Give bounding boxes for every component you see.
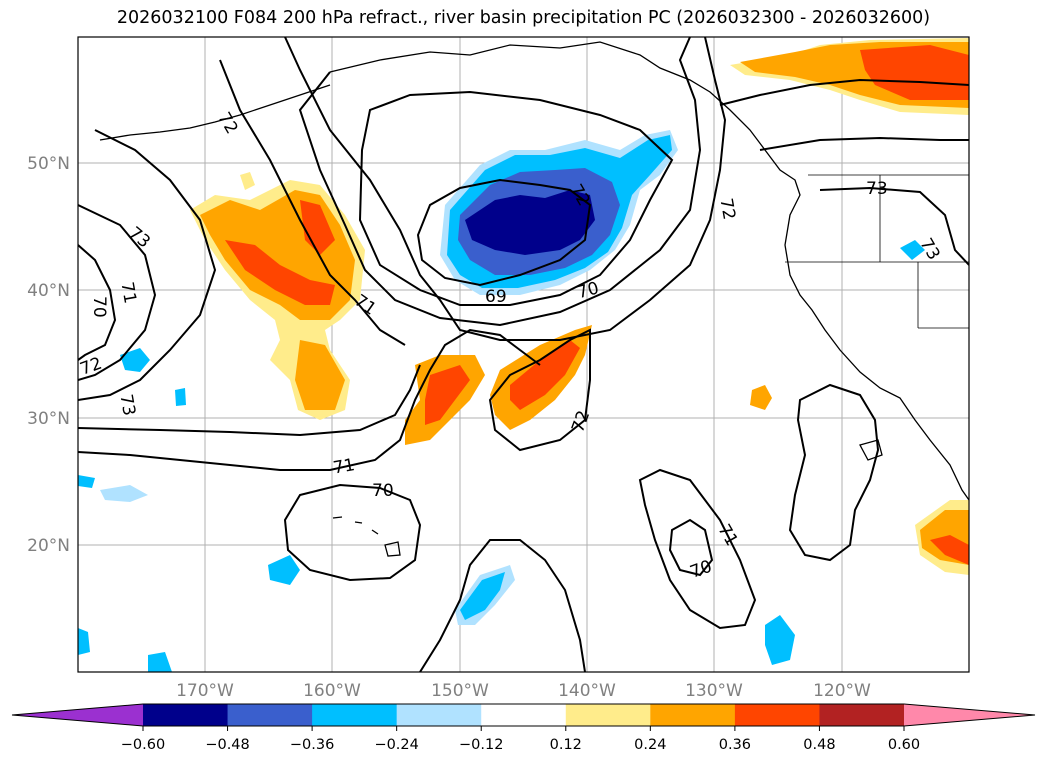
colorbar-tick-label: 0.60 xyxy=(888,737,920,753)
lon-label: 150°W xyxy=(431,681,489,701)
colorbar-segment xyxy=(396,704,482,726)
contour-73-west xyxy=(219,59,406,346)
colorbar-tick-label: 0.24 xyxy=(634,737,666,753)
colorbar-segment xyxy=(650,704,736,726)
colorbar-tick-label: −0.24 xyxy=(374,737,418,753)
lat-label: 40°N xyxy=(27,281,70,301)
lon-label: 170°W xyxy=(176,681,234,701)
colorbar-segment xyxy=(565,704,651,726)
graticule xyxy=(78,37,969,672)
lon-label: 140°W xyxy=(558,681,616,701)
lon-label: 130°W xyxy=(685,681,743,701)
coastlines xyxy=(99,41,969,557)
lon-label: 160°W xyxy=(303,681,361,701)
negative-anomaly-fills xyxy=(78,130,925,672)
lat-label: 50°N xyxy=(27,154,70,174)
contour-label: 73 xyxy=(125,223,154,252)
contour-label: 70 xyxy=(89,296,109,318)
contour-label: 72 xyxy=(213,109,241,138)
contour-label: 73 xyxy=(866,179,888,199)
contour-south-loop xyxy=(78,328,541,471)
lon-label: 120°W xyxy=(813,681,871,701)
colorbar-tick-label: 0.48 xyxy=(803,737,835,753)
contour-label: 70 xyxy=(372,481,394,501)
state-borders xyxy=(785,174,969,329)
colorbar-tick-label: −0.36 xyxy=(290,737,334,753)
contour-71 xyxy=(298,37,702,327)
colorbar-tick-label: 0.12 xyxy=(550,737,582,753)
contour-label: 70 xyxy=(575,278,601,303)
refractivity-contours xyxy=(78,37,969,672)
latitude-labels: 50°N 40°N 30°N 20°N xyxy=(27,154,70,556)
contour-labels: 73 71 70 72 73 71 69 70 72 73 72 73 71 7… xyxy=(78,109,944,583)
contour-label: 69 xyxy=(485,287,507,307)
contour-69 xyxy=(416,178,592,287)
colorbar: −0.60 −0.48 −0.36 −0.24 −0.12 0.12 0.24 0.36 0.4… xyxy=(11,703,1036,753)
colorbar-segment xyxy=(143,704,229,726)
colorbar-segment xyxy=(481,704,567,726)
contour-label: 73 xyxy=(915,235,943,264)
colorbar-tick-label: −0.48 xyxy=(205,737,249,753)
longitude-labels: 170°W 160°W 150°W 140°W 130°W 120°W xyxy=(176,681,871,701)
colorbar-segment xyxy=(227,704,313,726)
contour-70 xyxy=(358,90,674,306)
lat-label: 20°N xyxy=(27,536,70,556)
plot-title: 2026032100 F084 200 hPa refract., river … xyxy=(116,8,931,28)
lat-label: 30°N xyxy=(27,409,70,429)
contour-label: 72 xyxy=(715,197,738,222)
colorbar-segment xyxy=(734,704,820,726)
map-area: 73 71 70 72 73 71 69 70 72 73 72 73 71 7… xyxy=(78,37,969,672)
colorbar-tick-label: −0.60 xyxy=(121,737,165,753)
colorbar-tick-label: −0.12 xyxy=(459,737,503,753)
colorbar-extend-max xyxy=(904,704,1035,726)
colorbar-extend-min xyxy=(12,704,143,726)
colorbar-segment xyxy=(312,704,398,726)
positive-anomaly-fills xyxy=(190,38,969,575)
colorbar-segment xyxy=(819,704,905,726)
contour-label: 73 xyxy=(115,393,138,418)
colorbar-tick-label: 0.36 xyxy=(719,737,751,753)
contour-label: 71 xyxy=(116,280,139,305)
contour-72 xyxy=(284,37,727,341)
map-frame xyxy=(77,36,970,673)
contour-label: 71 xyxy=(332,455,357,478)
